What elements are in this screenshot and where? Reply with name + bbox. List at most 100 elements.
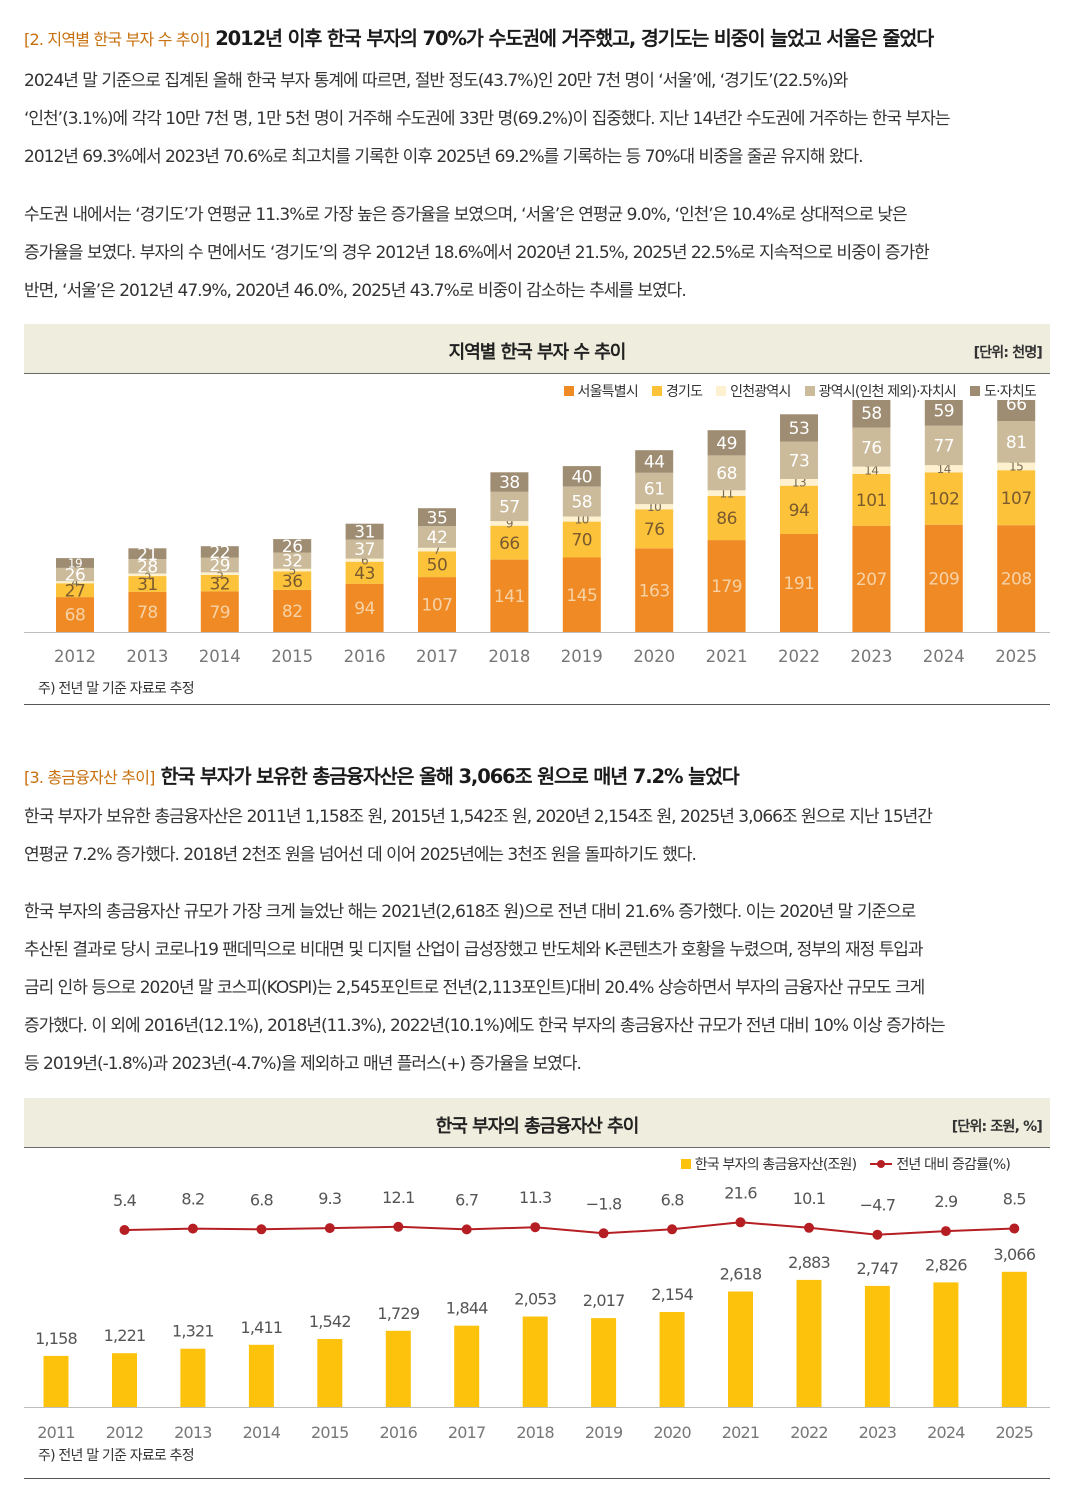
legend-label: 한국 부자의 총금융자산(조원) (694, 1157, 857, 1173)
legend-swatch (651, 386, 662, 396)
bar-segment (490, 559, 529, 632)
data-label: 31 (137, 575, 158, 595)
data-label: 58 (861, 404, 882, 424)
bar (112, 1353, 137, 1407)
bar (454, 1325, 480, 1407)
legend-label: 광역시(인천 제외)·자치시 (818, 384, 957, 400)
bar-segment (490, 525, 529, 560)
section3-title: 한국 부자가 보유한 총금융자산은 올해 3,066조 원으로 매년 7.2% … (160, 765, 740, 788)
x-tick-label: 2019 (585, 1423, 623, 1442)
section3-paragraph-2: 한국 부자의 총금융자산 규모가 가장 크게 늘었난 해는 2021년(2,61… (24, 893, 1050, 1083)
data-label: 2,747 (856, 1259, 898, 1278)
chart-bottom-rule (24, 1478, 1050, 1479)
growth-point (667, 1224, 678, 1235)
x-tick-label: 2020 (653, 1423, 691, 1442)
bar-segment (562, 557, 601, 632)
data-label: 21 (137, 545, 158, 565)
bar-segment (707, 495, 746, 541)
growth-label: 5.4 (113, 1191, 137, 1210)
data-label: 1,158 (35, 1329, 77, 1348)
bar-segment (128, 548, 167, 560)
x-tick-label: 2021 (722, 1423, 760, 1442)
growth-label: −1.8 (586, 1194, 622, 1213)
x-tick-label: 2013 (174, 1423, 212, 1442)
bar-segment (924, 465, 963, 473)
x-tick-label: 2017 (416, 647, 458, 666)
data-label: 5 (216, 567, 223, 581)
data-label: 42 (427, 528, 448, 548)
text-line: 2024년 말 기준으로 집계된 올해 한국 부자 통계에 따르면, 절반 정도… (24, 71, 848, 91)
growth-label: 11.3 (519, 1188, 551, 1207)
data-label: 26 (65, 566, 86, 586)
text-line: 추산된 결과로 당시 코로나19 팬데믹으로 비대면 및 디지털 산업이 급성장… (24, 940, 924, 960)
data-label: 9 (506, 517, 513, 531)
bar (1001, 1271, 1027, 1407)
stacked-bar-plot: 6827426192012783152821201379325292220148… (24, 400, 1050, 666)
bar-segment (273, 552, 312, 569)
data-label: 49 (716, 434, 737, 454)
bar-segment (128, 591, 167, 632)
x-tick-label: 2024 (923, 647, 965, 666)
data-label: 77 (933, 437, 954, 457)
x-tick-label: 2014 (243, 1423, 281, 1442)
growth-label: 6.8 (250, 1190, 274, 1209)
data-label: 29 (209, 556, 230, 576)
growth-label: 12.1 (382, 1188, 414, 1207)
bar-segment (635, 472, 674, 505)
data-label: 28 (137, 557, 158, 577)
legend-swatch (563, 386, 574, 396)
x-tick-label: 2023 (859, 1423, 897, 1442)
x-tick-label: 2015 (311, 1423, 349, 1442)
bar-line-plot: 1,158 2011 1,221 2012 1,321 2013 1,411 2014 1,54… (24, 1183, 1050, 1442)
data-label: 101 (856, 491, 887, 511)
chart-title: 지역별 한국 부자 수 추이 (448, 342, 627, 363)
legend-item: 전년 대비 증감률(%) (870, 1154, 1011, 1174)
bar-segment (780, 414, 818, 442)
bar-segment (200, 557, 239, 573)
growth-label: 8.5 (1003, 1190, 1026, 1209)
x-tick-label: 2018 (516, 1423, 554, 1442)
data-label: 5 (289, 563, 296, 577)
legend-item: 경기도 (651, 381, 703, 401)
data-label: 107 (422, 596, 453, 616)
bar-segment (128, 573, 167, 577)
bar-segment (56, 583, 94, 598)
bar (796, 1279, 822, 1407)
data-label: 4 (71, 576, 78, 590)
bar (591, 1318, 617, 1407)
financial-assets-chart: 한국 부자의 총금융자산 추이 [단위: 조원, %] 한국 부자의 총금융자산… (24, 1098, 1050, 1482)
data-label: 53 (789, 419, 810, 439)
data-label: 1,411 (240, 1318, 282, 1337)
x-tick-label: 2016 (344, 647, 386, 666)
data-label: 2,053 (514, 1290, 556, 1309)
bar (43, 1355, 69, 1407)
growth-point (256, 1224, 267, 1235)
bar-segment (924, 524, 963, 632)
text-line: ‘인천’(3.1%)에 각각 10만 7천 명, 1만 5천 명이 거주해 수도… (24, 109, 950, 129)
text-line: 수도권 내에서는 ‘경기도’가 연평균 11.3%로 가장 높은 증가율을 보였… (24, 205, 908, 225)
legend-item: 서울특별시 (563, 381, 639, 401)
data-label: 2,618 (720, 1265, 762, 1284)
data-label: 1,542 (309, 1312, 351, 1331)
data-label: 3,066 (993, 1245, 1035, 1264)
bar (864, 1285, 890, 1407)
bar-segment (345, 561, 384, 584)
bar-segment (707, 430, 746, 456)
legend-swatch (870, 1159, 893, 1169)
data-label: 43 (354, 564, 375, 584)
section3-tag: [3. 총금융자산 추이] (24, 768, 155, 787)
growth-point (940, 1226, 951, 1237)
growth-point (187, 1223, 198, 1234)
data-label: 145 (566, 586, 597, 606)
bar (522, 1316, 548, 1407)
x-tick-label: 2017 (448, 1423, 486, 1442)
data-label: 32 (282, 552, 303, 572)
data-label: 2,154 (651, 1285, 693, 1304)
bar-segment (490, 521, 529, 526)
legend-item: 인천광역시 (716, 381, 791, 401)
growth-label: 10.1 (793, 1189, 825, 1208)
bar-segment (562, 521, 601, 558)
data-label: 191 (784, 574, 815, 594)
bar-segment (56, 558, 94, 568)
data-label: 32 (209, 574, 230, 594)
